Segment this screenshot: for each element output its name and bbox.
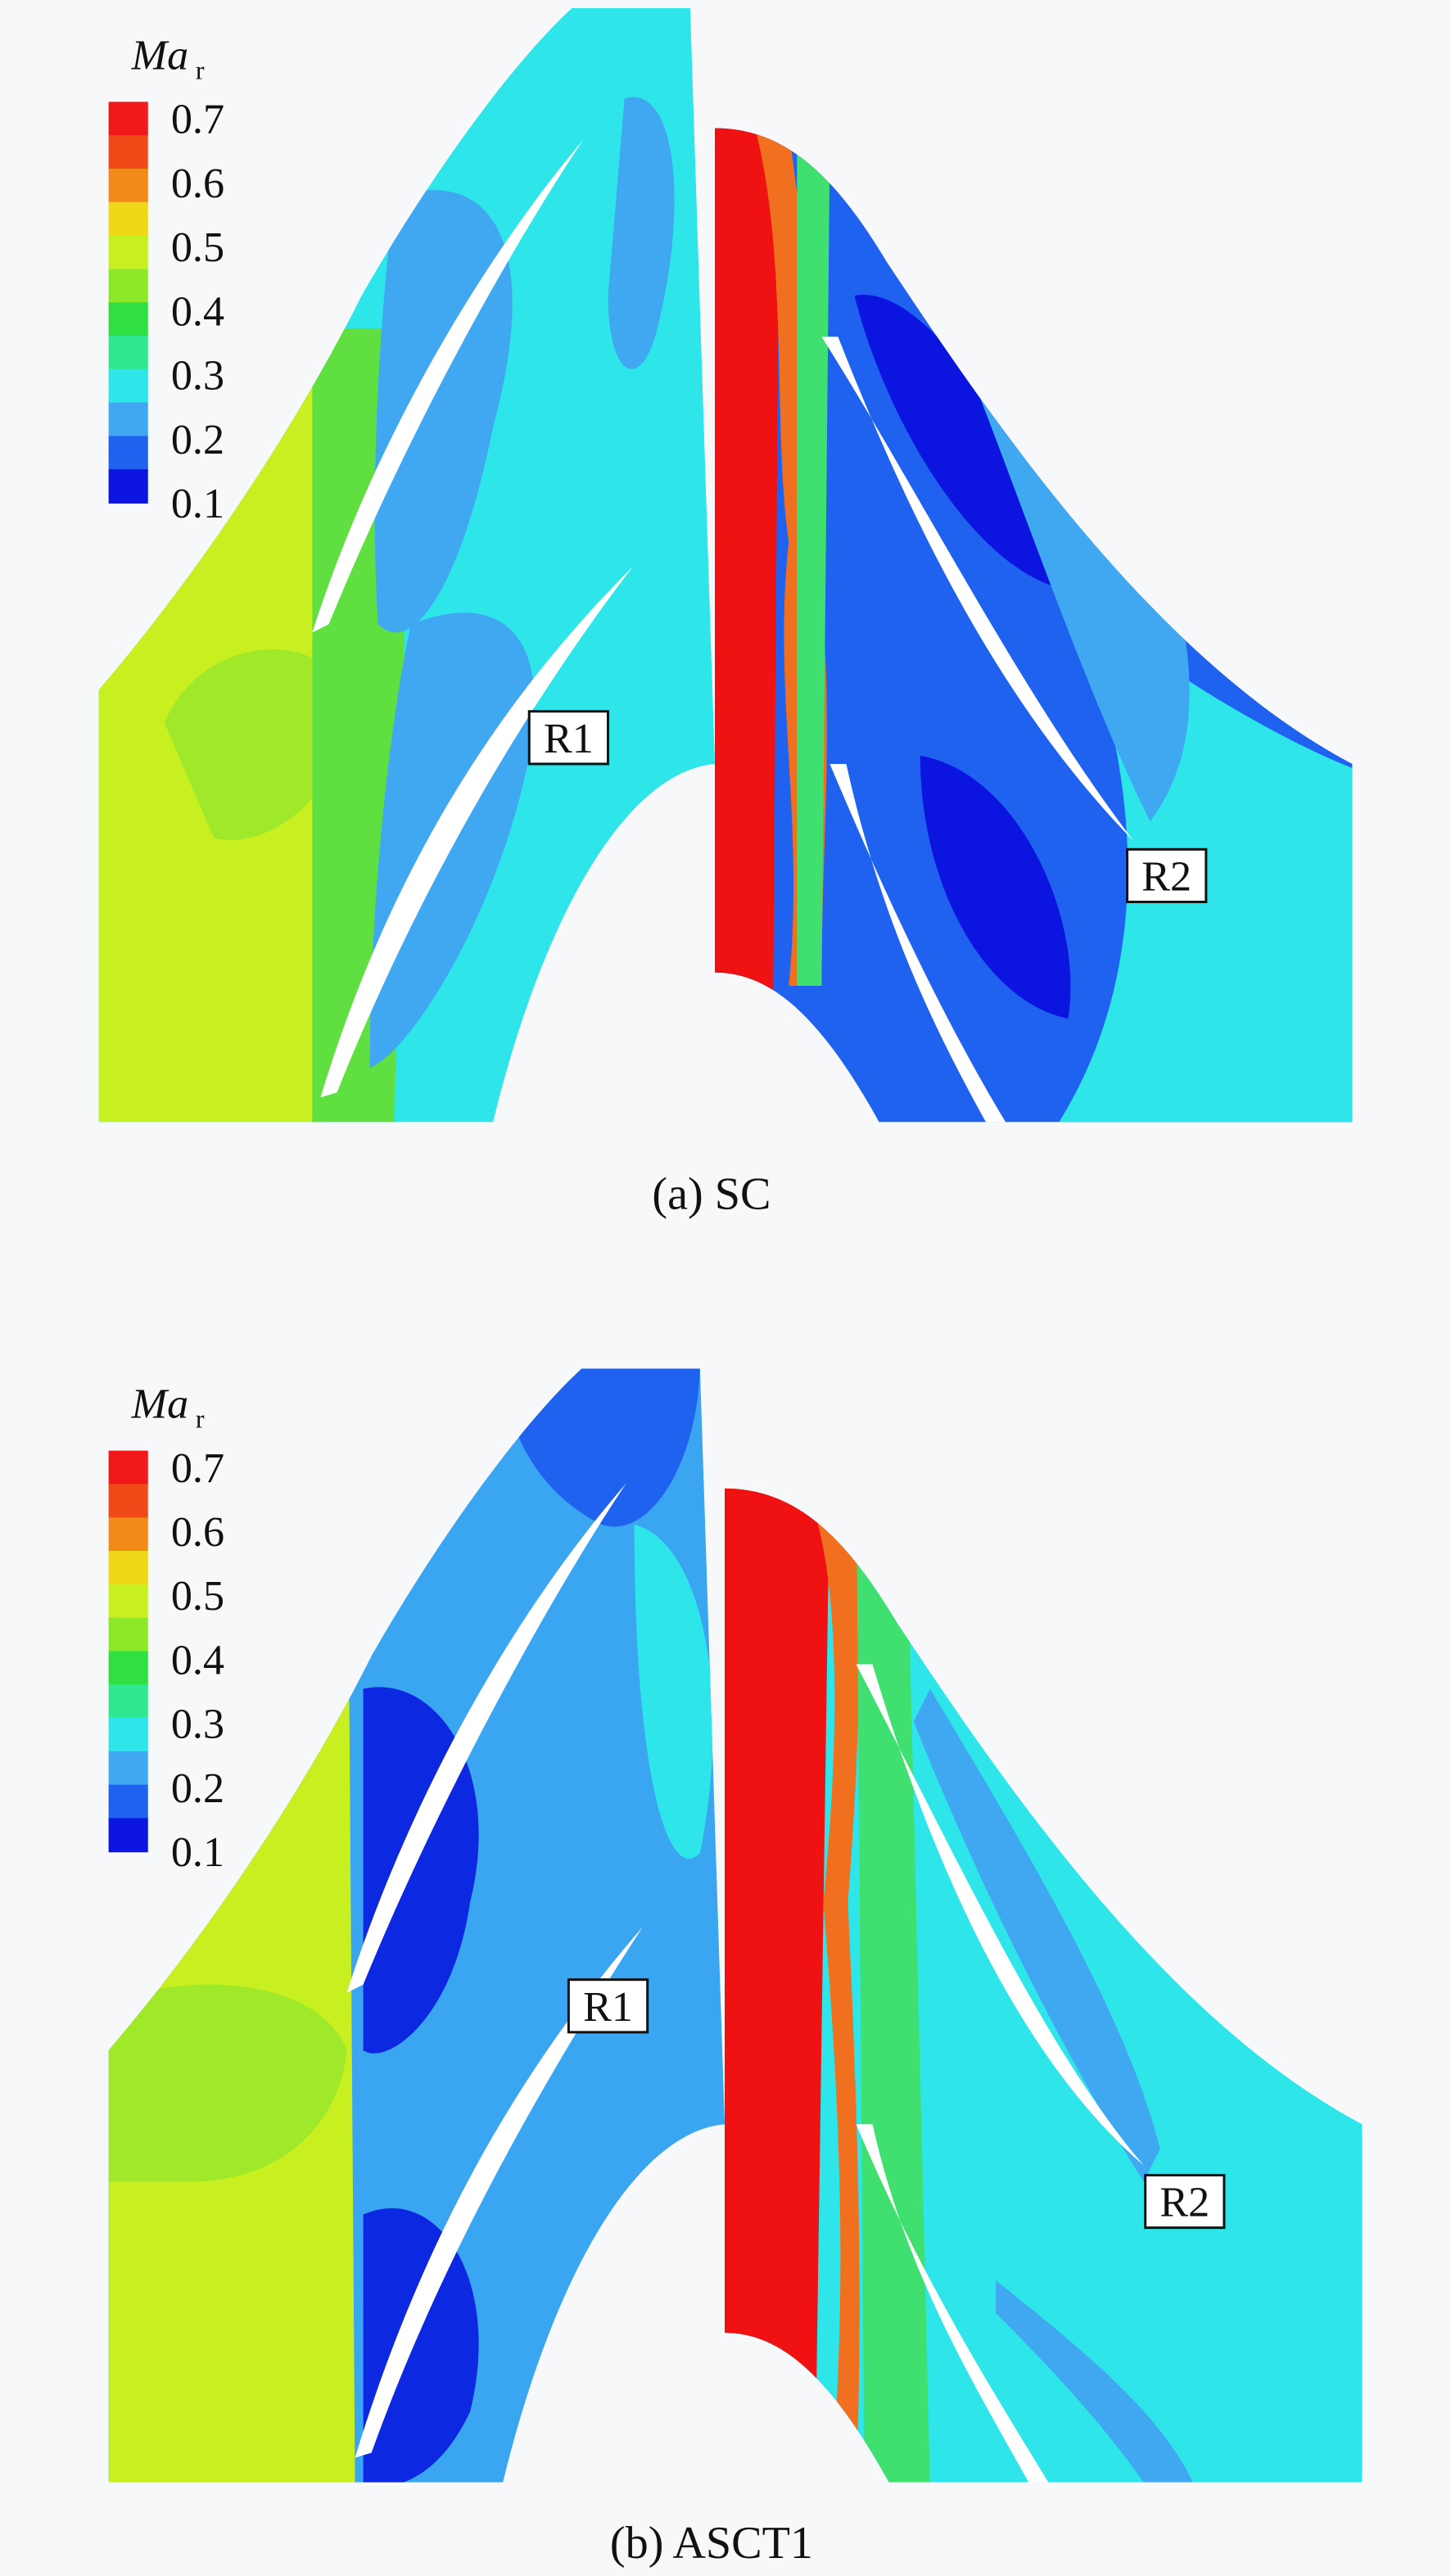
legend-swatch (108, 1484, 148, 1519)
legend-level-label: 0.6 (171, 1509, 224, 1556)
legend-swatch (108, 469, 148, 504)
field-region (797, 147, 830, 986)
legend-level-label: 0.1 (171, 1829, 224, 1876)
color-legend: Ma r 0.7 0.6 0.5 0.4 0.3 0.2 0.1 (108, 1381, 224, 1876)
legend-swatch (108, 1784, 148, 1819)
legend-title-subscript: r (196, 55, 205, 84)
legend-swatch (108, 102, 148, 137)
region-label: R2 (1141, 853, 1191, 900)
legend-swatch (108, 368, 148, 404)
blade (355, 1927, 643, 2458)
rotor2-field (724, 1488, 1363, 2483)
legend-level-label: 0.5 (171, 224, 224, 271)
legend-title: Ma (131, 32, 189, 79)
legend-swatch (108, 1450, 148, 1485)
legend-title-subscript: r (196, 1404, 205, 1434)
label-box (527, 710, 610, 766)
label-box (567, 1978, 649, 2034)
legend-level-label: 0.3 (171, 353, 224, 400)
blade (346, 1483, 626, 1993)
legend-level-label: 0.4 (171, 1637, 224, 1683)
legend-swatch (108, 1651, 148, 1686)
legend-level-label: 0.7 (171, 97, 224, 143)
legend-swatch (108, 1718, 148, 1752)
legend-level-label: 0.7 (171, 1445, 224, 1492)
field-region (634, 1524, 713, 1859)
field-region (920, 755, 1071, 1019)
legend-swatch (108, 1684, 148, 1720)
legend-level-label: 0.4 (171, 288, 224, 335)
legend-level-label: 0.2 (171, 1765, 224, 1812)
field-region (164, 649, 348, 840)
rotor2-field (714, 128, 1353, 1123)
legend-swatch (108, 1617, 148, 1652)
field-region (503, 1368, 700, 1527)
caption: (b) ASCT1 (610, 2518, 813, 2569)
blade (856, 2124, 1049, 2483)
legend-swatch (108, 201, 148, 237)
field-region (913, 1688, 1160, 2182)
label-box (1126, 847, 1208, 904)
legend-swatch (108, 235, 148, 270)
blade (821, 337, 1134, 842)
field-region (714, 128, 781, 1123)
legend-swatch (108, 1551, 148, 1585)
blade (312, 139, 584, 633)
field-region (108, 1984, 347, 2182)
legend-swatch (108, 335, 148, 370)
region-label: R2 (1159, 2180, 1209, 2226)
region-label: R1 (544, 716, 594, 762)
legend-level-label: 0.6 (171, 160, 224, 207)
legend-level-label: 0.5 (171, 1573, 224, 1620)
field-region (856, 1488, 930, 2483)
legend-swatch (108, 302, 148, 337)
label-box (1144, 2173, 1226, 2230)
legend-swatch (108, 1584, 148, 1619)
legend-level-label: 0.3 (171, 1702, 224, 1748)
blade (856, 1664, 1144, 2166)
legend-swatch (108, 1751, 148, 1786)
color-legend: Ma r 0.7 0.6 0.5 0.4 0.3 0.2 0.1 (108, 32, 224, 527)
field-region (608, 97, 675, 369)
caption: (a) SC (652, 1169, 771, 1220)
legend-level-label: 0.1 (171, 481, 224, 527)
region-label: R1 (583, 1984, 633, 2031)
blade (829, 763, 1006, 1123)
legend-level-label: 0.2 (171, 417, 224, 463)
legend-swatch (108, 436, 148, 471)
field-region (363, 2208, 479, 2483)
legend-swatch (108, 269, 148, 304)
legend-title: Ma (131, 1381, 189, 1428)
field-region (996, 2280, 1193, 2483)
legend-swatch (108, 402, 148, 437)
field-region (782, 1488, 860, 2483)
legend-swatch (108, 1818, 148, 1853)
field-region (724, 1488, 832, 2483)
legend-swatch (108, 1517, 148, 1552)
legend-swatch (108, 135, 148, 169)
blade (320, 567, 633, 1098)
legend-swatch (108, 168, 148, 203)
